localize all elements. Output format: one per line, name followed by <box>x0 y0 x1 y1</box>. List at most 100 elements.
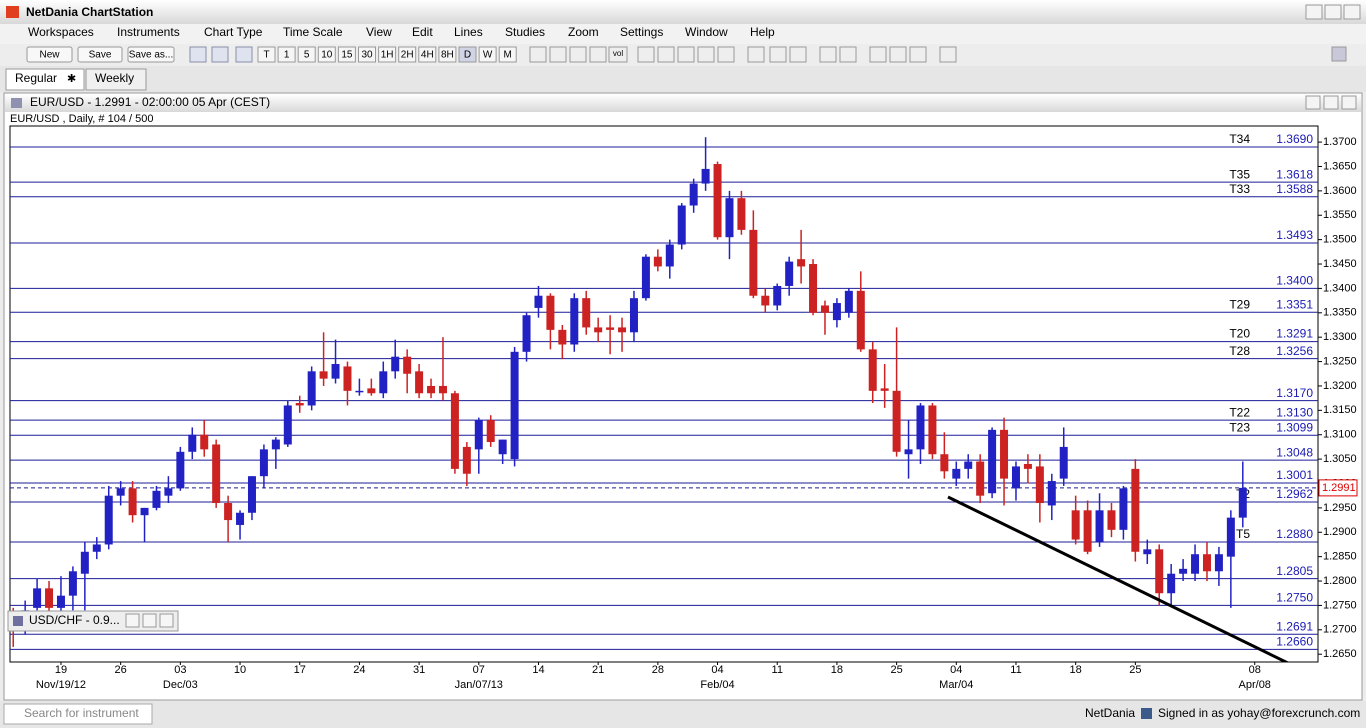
timescale-button[interactable] <box>458 46 477 63</box>
toolbar-icon[interactable] <box>549 46 567 63</box>
timescale-button[interactable] <box>277 46 296 63</box>
menu-item[interactable]: Zoom <box>568 25 599 39</box>
timescale-button[interactable] <box>257 46 276 63</box>
toolbar-icon[interactable] <box>608 46 628 63</box>
chart-window-title-bar <box>5 94 1361 112</box>
toolbar-icon[interactable] <box>869 46 887 63</box>
menu-item[interactable]: Edit <box>412 25 433 39</box>
toolbar-icon[interactable] <box>211 46 229 63</box>
toolbar-button[interactable] <box>26 46 73 63</box>
candle-body <box>522 315 531 352</box>
chart-minimize[interactable] <box>1305 95 1321 110</box>
timescale-button[interactable] <box>438 46 457 63</box>
x-tick-label: 04 <box>950 664 962 676</box>
toolbar-icon[interactable] <box>637 46 655 63</box>
toolbar-icon[interactable] <box>235 46 253 63</box>
toolbar-icon[interactable] <box>697 46 715 63</box>
y-tick-label: 1.3100 <box>1323 429 1357 441</box>
minimize-button[interactable] <box>1305 4 1323 20</box>
y-tick-label: 1.3500 <box>1323 234 1357 246</box>
candle-body <box>1083 510 1092 552</box>
candle-body <box>307 371 316 406</box>
chart-close[interactable] <box>1341 95 1357 110</box>
menu-item[interactable]: Chart Type <box>204 25 263 39</box>
chart-window-title: EUR/USD - 1.2991 - 02:00:00 05 Apr (CEST… <box>30 95 270 109</box>
timescale-button[interactable] <box>358 46 376 63</box>
candle-body <box>367 388 376 394</box>
candle-body <box>450 393 459 469</box>
menu-item[interactable]: Workspaces <box>28 25 94 39</box>
chart-maximize[interactable] <box>1323 95 1339 110</box>
mini-window[interactable]: USD/CHF - 0.9... <box>7 610 179 632</box>
level-value: 1.2660 <box>1276 634 1313 648</box>
toolbar-button[interactable] <box>127 46 175 63</box>
candle-body <box>486 420 495 443</box>
tab[interactable] <box>5 68 85 91</box>
toolbar-icon[interactable] <box>189 46 207 63</box>
candle-body <box>606 327 615 330</box>
candle-body <box>725 198 734 238</box>
toolbar-icon[interactable] <box>589 46 607 63</box>
close-button[interactable] <box>1343 4 1361 20</box>
timescale-button[interactable] <box>398 46 417 63</box>
toolbar-icon[interactable] <box>889 46 907 63</box>
menu-item[interactable]: Settings <box>620 25 663 39</box>
candle-body <box>188 434 197 452</box>
level-value: 1.3291 <box>1276 327 1313 341</box>
candle-body <box>92 544 101 552</box>
x-tick-label: 28 <box>652 664 664 676</box>
timescale-button[interactable] <box>418 46 437 63</box>
level-tag: T22 <box>1229 405 1250 419</box>
status-brand: NetDania <box>1085 706 1135 720</box>
last-price-box <box>1318 479 1358 497</box>
candle-body <box>140 507 149 516</box>
trend-line[interactable] <box>947 495 1290 664</box>
toolbar-icon[interactable] <box>717 46 735 63</box>
menu-item[interactable]: Studies <box>505 25 545 39</box>
timescale-button[interactable] <box>337 46 356 63</box>
toolbar-icon[interactable] <box>909 46 927 63</box>
tab[interactable] <box>85 68 147 91</box>
toolbar-icon[interactable] <box>819 46 837 63</box>
toolbar-icon[interactable] <box>569 46 587 63</box>
toolbar-button-label: Save <box>89 50 112 61</box>
timescale-button[interactable] <box>498 46 517 63</box>
menu-item[interactable]: View <box>366 25 392 39</box>
timescale-button[interactable] <box>317 46 336 63</box>
timescale-button[interactable] <box>478 46 497 63</box>
app-title: NetDania ChartStation <box>26 5 153 19</box>
menu-item[interactable]: Time Scale <box>283 25 343 39</box>
toolbar-icon[interactable] <box>839 46 857 63</box>
maximize-button[interactable] <box>1324 4 1342 20</box>
candle-body <box>964 461 973 469</box>
menu-item[interactable]: Instruments <box>117 25 180 39</box>
mini-restore[interactable] <box>125 613 140 628</box>
x-tick-label: 04 <box>711 664 723 676</box>
candle-body <box>701 168 710 184</box>
level-value: 1.3351 <box>1276 297 1313 311</box>
toolbar-icon[interactable] <box>789 46 807 63</box>
mini-maximize[interactable] <box>142 613 157 628</box>
level-tag: T28 <box>1229 344 1250 358</box>
timescale-button[interactable] <box>378 46 397 63</box>
timescale-button[interactable] <box>297 46 316 63</box>
toolbar-icon[interactable] <box>769 46 787 63</box>
toolbar-pin[interactable] <box>1331 46 1347 62</box>
menu-item[interactable]: Lines <box>454 25 483 39</box>
toolbar-icon[interactable] <box>657 46 675 63</box>
menu-item[interactable]: Window <box>685 25 728 39</box>
candle-body <box>247 476 256 513</box>
mini-close[interactable] <box>159 613 174 628</box>
level-value: 1.2805 <box>1276 564 1313 578</box>
search-box[interactable] <box>3 703 153 725</box>
x-tick-label: 24 <box>353 664 365 676</box>
candle-body <box>510 351 519 460</box>
toolbar-icon[interactable] <box>747 46 765 63</box>
candle-body <box>295 403 304 406</box>
toolbar-icon[interactable] <box>529 46 547 63</box>
toolbar-icon[interactable] <box>677 46 695 63</box>
y-tick-label: 1.2700 <box>1323 624 1357 636</box>
toolbar-icon[interactable] <box>939 46 957 63</box>
toolbar-button[interactable] <box>77 46 123 63</box>
menu-item[interactable]: Help <box>750 25 775 39</box>
